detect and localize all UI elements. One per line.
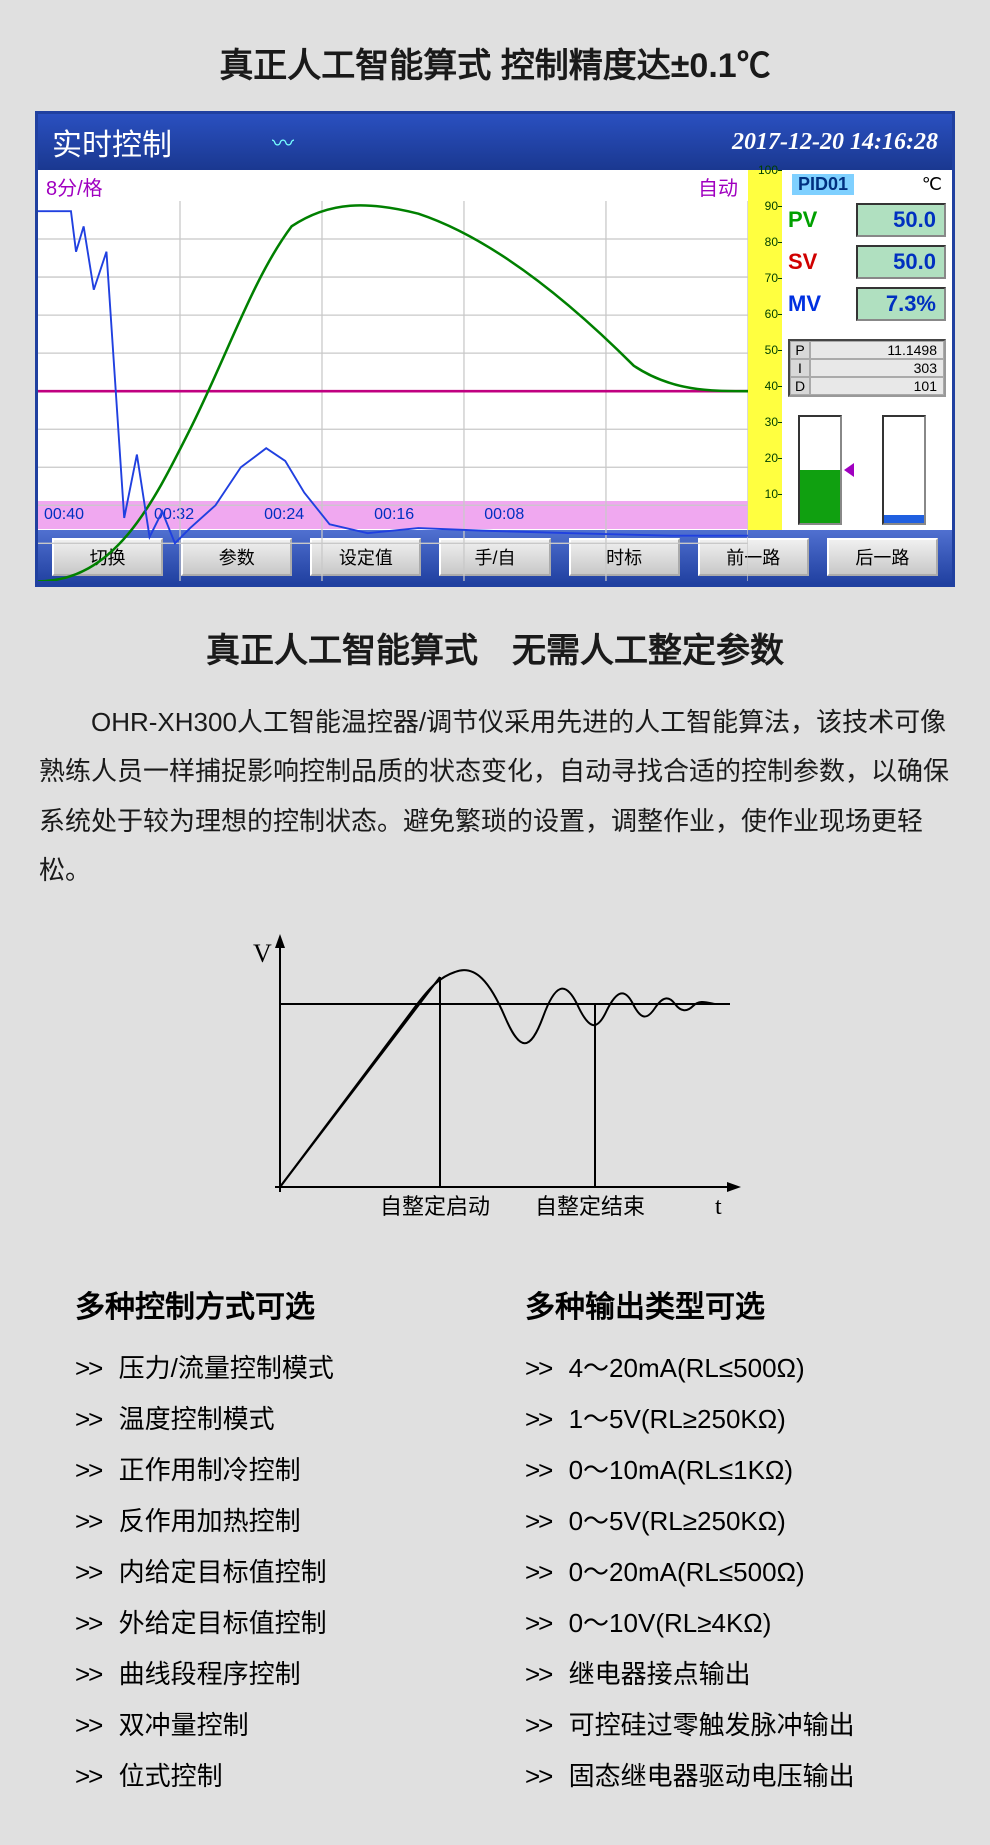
section-title: 真正人工智能算式 无需人工整定参数 <box>35 623 955 672</box>
feature-item: >> 曲线段程序控制 <box>75 1654 465 1691</box>
mv-value: 7.3% <box>856 287 946 321</box>
svg-text:自整定启动: 自整定启动 <box>380 1194 490 1219</box>
sv-label: SV <box>788 249 828 275</box>
feature-item: >> 外给定目标值控制 <box>75 1603 465 1640</box>
feature-item: >> 压力/流量控制模式 <box>75 1348 465 1385</box>
sv-value: 50.0 <box>856 245 946 279</box>
device-titlebar: 实时控制 〰 2017-12-20 14:16:28 <box>38 114 952 170</box>
time-scale-label: 8分/格 <box>46 172 103 201</box>
y-tick: 50 <box>765 343 778 357</box>
page-top-title: 真正人工智能算式 控制精度达±0.1℃ <box>35 38 955 87</box>
feature-item: >> 1～5V(RL≥250KΩ) <box>525 1399 915 1436</box>
feature-item: >> 可控硅过零触发脉冲输出 <box>525 1705 915 1742</box>
pid-params-table: P11.1498I303D101 <box>788 339 946 397</box>
feature-item: >> 0～5V(RL≥250KΩ) <box>525 1501 915 1538</box>
tuning-diagram: Vt 自整定启动 自整定结束 <box>35 922 955 1242</box>
description-paragraph: OHR-XH300人工智能温控器/调节仪采用先进的人工智能算法，该技术可像熟练人… <box>39 698 951 896</box>
feature-item: >> 4～20mA(RL≤500Ω) <box>525 1348 915 1385</box>
bar-gauge-1 <box>798 415 842 525</box>
y-tick: 30 <box>765 415 778 429</box>
y-tick: 10 <box>765 487 778 501</box>
pid-id-badge: PID01 <box>792 174 854 195</box>
svg-text:t: t <box>715 1194 722 1220</box>
side-panel: PID01 ℃ PV 50.0 SV 50.0 MV 7.3% P11.1498I30… <box>782 170 952 530</box>
y-tick: 70 <box>765 271 778 285</box>
pid-param-label: P <box>790 341 810 359</box>
feature-item: >> 继电器接点输出 <box>525 1654 915 1691</box>
svg-text:自整定结束: 自整定结束 <box>535 1194 645 1219</box>
feature-item: >> 正作用制冷控制 <box>75 1450 465 1487</box>
pid-param-label: D <box>790 377 810 395</box>
trend-plot <box>38 201 748 501</box>
right-column-title: 多种输出类型可选 <box>525 1282 915 1326</box>
feature-item: >> 0～10V(RL≥4KΩ) <box>525 1603 915 1640</box>
mode-label: 自动 <box>698 172 738 201</box>
bar-gauge-2 <box>882 415 926 525</box>
pv-value: 50.0 <box>856 203 946 237</box>
setpoint-arrow-icon <box>844 463 854 477</box>
pv-label: PV <box>788 207 828 233</box>
titlebar-timestamp: 2017-12-20 14:16:28 <box>732 129 938 156</box>
pid-param-value: 303 <box>810 359 944 377</box>
mv-label: MV <box>788 291 828 317</box>
feature-item: >> 位式控制 <box>75 1756 465 1793</box>
feature-item: >> 反作用加热控制 <box>75 1501 465 1538</box>
svg-text:V: V <box>253 939 272 968</box>
unit-label: ℃ <box>922 174 942 195</box>
titlebar-text: 实时控制 <box>52 120 172 164</box>
pid-param-label: I <box>790 359 810 377</box>
feature-item: >> 温度控制模式 <box>75 1399 465 1436</box>
y-tick: 100 <box>758 163 778 177</box>
y-tick: 60 <box>765 307 778 321</box>
chart-zone: 8分/格 自动 00:4000:3200:2400:1600:08 <box>38 170 748 530</box>
feature-item: >> 内给定目标值控制 <box>75 1552 465 1589</box>
feature-item: >> 固态继电器驱动电压输出 <box>525 1756 915 1793</box>
feature-item: >> 0～20mA(RL≤500Ω) <box>525 1552 915 1589</box>
y-tick: 40 <box>765 379 778 393</box>
feature-item: >> 0～10mA(RL≤1KΩ) <box>525 1450 915 1487</box>
left-column-title: 多种控制方式可选 <box>75 1282 465 1326</box>
pid-param-value: 101 <box>810 377 944 395</box>
y-tick: 80 <box>765 235 778 249</box>
y-scale: 100908070605040302010 <box>748 170 782 530</box>
y-tick: 90 <box>765 199 778 213</box>
device-screenshot: 实时控制 〰 2017-12-20 14:16:28 8分/格 自动 00:40… <box>35 111 955 587</box>
pid-param-value: 11.1498 <box>810 341 944 359</box>
wave-icon: 〰 <box>272 126 294 158</box>
feature-item: >> 双冲量控制 <box>75 1705 465 1742</box>
device-button[interactable]: 后一路 <box>827 538 938 576</box>
y-tick: 20 <box>765 451 778 465</box>
